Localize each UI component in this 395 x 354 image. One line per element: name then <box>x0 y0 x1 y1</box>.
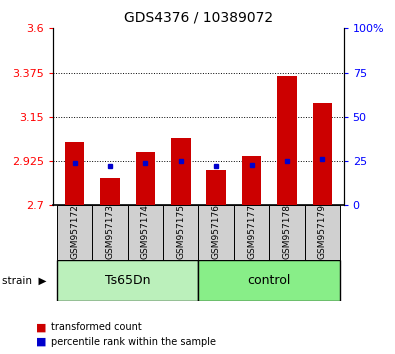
Text: GSM957174: GSM957174 <box>141 204 150 259</box>
Bar <box>65 142 84 205</box>
Bar <box>313 103 332 205</box>
Text: ■: ■ <box>36 337 46 347</box>
Bar <box>199 205 234 260</box>
Text: Ts65Dn: Ts65Dn <box>105 274 150 287</box>
Bar <box>171 138 190 205</box>
Bar <box>100 178 120 205</box>
Text: transformed count: transformed count <box>51 322 142 332</box>
Bar <box>128 205 163 260</box>
Text: strain  ▶: strain ▶ <box>2 275 47 286</box>
Text: percentile rank within the sample: percentile rank within the sample <box>51 337 216 347</box>
Text: GSM957175: GSM957175 <box>176 204 185 259</box>
Title: GDS4376 / 10389072: GDS4376 / 10389072 <box>124 10 273 24</box>
Bar <box>92 205 128 260</box>
Text: GSM957178: GSM957178 <box>282 204 292 259</box>
Text: GSM957177: GSM957177 <box>247 204 256 259</box>
Text: GSM957179: GSM957179 <box>318 204 327 259</box>
Text: ■: ■ <box>36 322 46 332</box>
Bar <box>135 152 155 205</box>
Bar <box>234 205 269 260</box>
Bar <box>242 156 261 205</box>
Bar <box>207 170 226 205</box>
Text: GSM957176: GSM957176 <box>212 204 221 259</box>
Text: control: control <box>248 274 291 287</box>
Bar <box>277 75 297 205</box>
Bar <box>57 205 92 260</box>
Text: GSM957173: GSM957173 <box>105 204 115 259</box>
Bar <box>57 260 199 301</box>
Bar <box>163 205 199 260</box>
Text: GSM957172: GSM957172 <box>70 204 79 259</box>
Bar <box>199 260 340 301</box>
Bar <box>269 205 305 260</box>
Bar <box>305 205 340 260</box>
